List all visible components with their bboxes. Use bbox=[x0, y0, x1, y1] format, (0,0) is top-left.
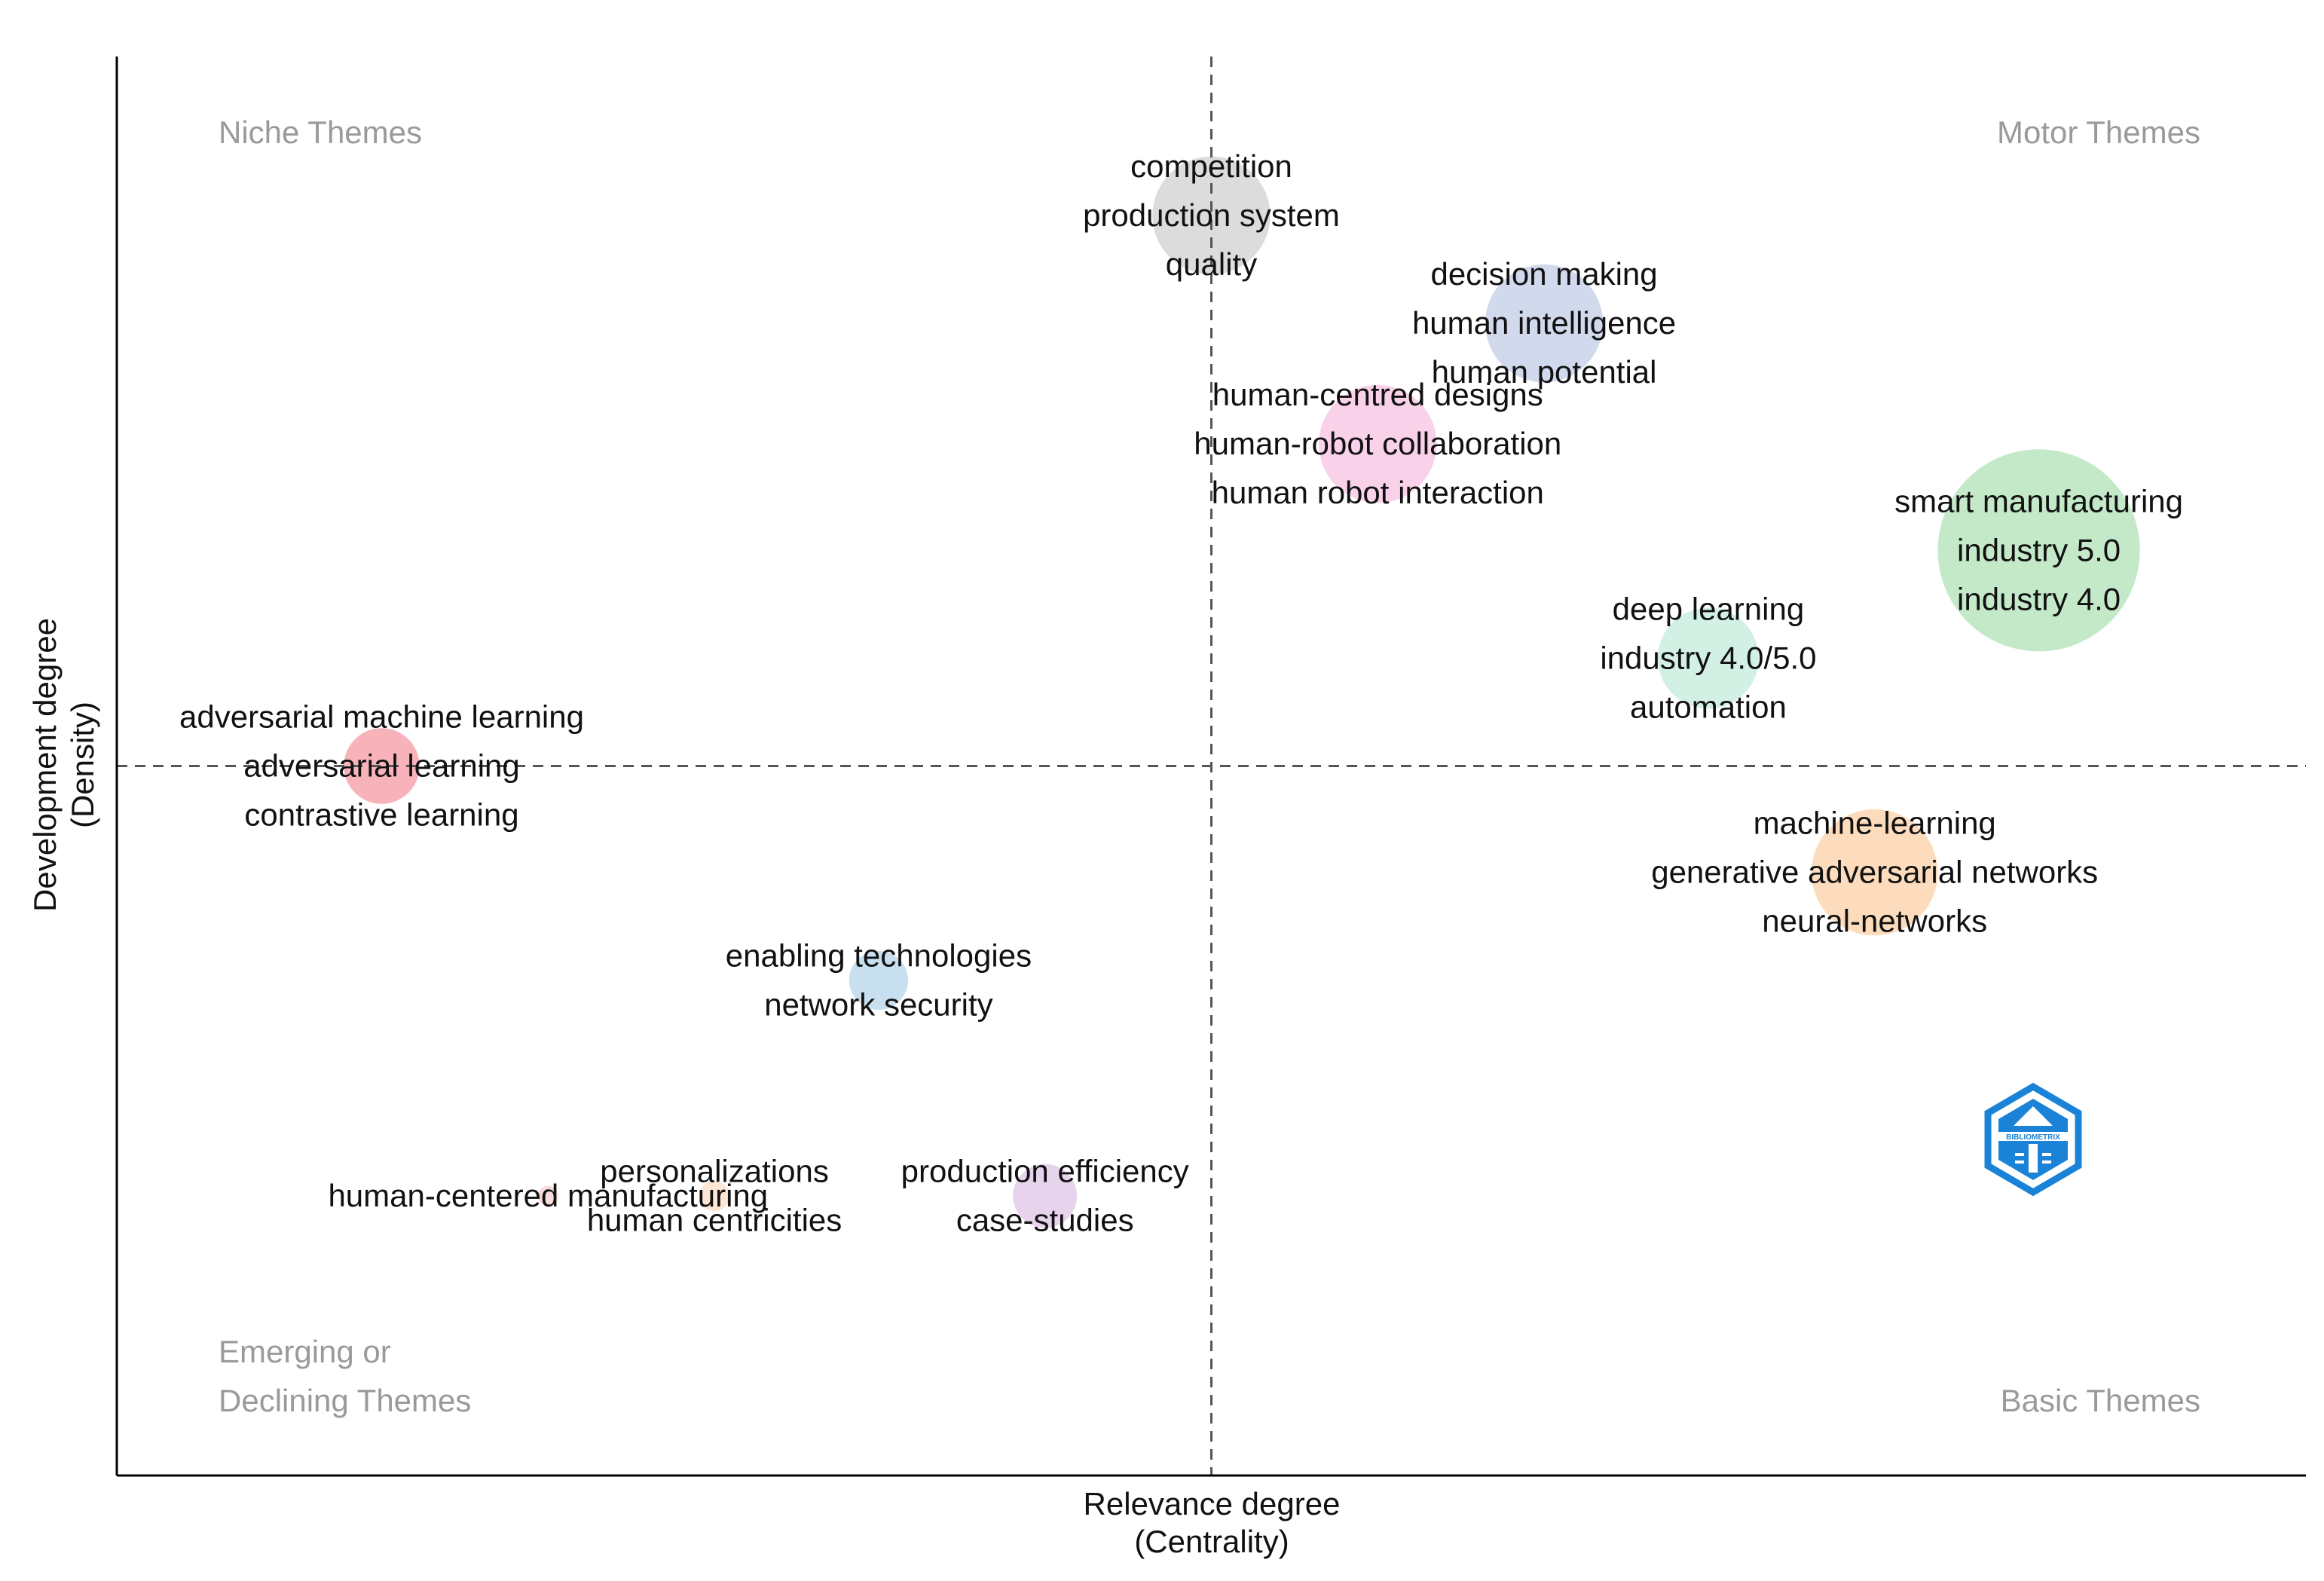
cluster-label: contrastive learning bbox=[244, 797, 518, 833]
cluster-label: production efficiency bbox=[901, 1154, 1189, 1189]
y-axis-subtitle: (Density) bbox=[65, 702, 100, 828]
cluster-label: human-robot collaboration bbox=[1194, 426, 1561, 461]
cluster-label: human intelligence bbox=[1412, 305, 1676, 341]
cluster-bubble bbox=[1152, 156, 1271, 275]
axes bbox=[115, 57, 2306, 1477]
cluster-label: decision making bbox=[1430, 256, 1657, 292]
cluster-label: human potential bbox=[1432, 354, 1657, 390]
cluster-label: competition bbox=[1130, 148, 1292, 184]
cluster-bubble bbox=[1657, 607, 1759, 709]
cluster-label: industry 4.0/5.0 bbox=[1600, 640, 1816, 675]
cluster-label: industry 4.0 bbox=[1957, 581, 2121, 616]
cluster-label: human-centred designs bbox=[1212, 377, 1543, 412]
quadrant-dividers bbox=[117, 57, 2306, 1475]
cluster-bubble bbox=[849, 950, 909, 1010]
cluster-label: smart manufacturing bbox=[1894, 483, 2183, 518]
logo-text: BIBLIOMETRIX bbox=[2006, 1133, 2060, 1142]
cluster-label: personalizations bbox=[600, 1154, 829, 1189]
cluster-label: industry 5.0 bbox=[1957, 532, 2121, 567]
quadrant-label-emerging-line1: Emerging or bbox=[219, 1334, 391, 1369]
quadrant-label-emerging-line2: Declining Themes bbox=[219, 1383, 471, 1418]
cluster-label: adversarial learning bbox=[243, 748, 520, 784]
cluster-bubble bbox=[699, 1180, 730, 1212]
y-axis-title: Development degree bbox=[27, 618, 63, 912]
quadrant-label-niche: Niche Themes bbox=[219, 115, 422, 150]
cluster-bubble bbox=[537, 1185, 558, 1206]
quadrant-label-basic: Basic Themes bbox=[2001, 1383, 2200, 1418]
cluster-bubble bbox=[1319, 384, 1437, 503]
cluster-label: generative adversarial networks bbox=[1651, 855, 2098, 890]
cluster-label: production system bbox=[1083, 197, 1340, 233]
cluster-label: machine-learning bbox=[1754, 806, 1996, 841]
cluster-bubble bbox=[344, 728, 420, 804]
cluster-bubble bbox=[1485, 264, 1604, 383]
cluster-bubble bbox=[1013, 1164, 1078, 1228]
cluster-label: human-centered manufacturing bbox=[328, 1178, 768, 1213]
quadrant-label-motor: Motor Themes bbox=[1997, 115, 2200, 150]
cluster-label: human centricities bbox=[587, 1203, 842, 1238]
bubbles-layer bbox=[344, 156, 2140, 1228]
cluster-label: enabling technologies bbox=[726, 937, 1032, 973]
bibliometrix-logo-icon: BIBLIOMETRIX bbox=[1984, 1082, 2082, 1197]
x-axis-title: Relevance degree bbox=[1084, 1486, 1341, 1521]
x-axis-subtitle: (Centrality) bbox=[1134, 1524, 1289, 1559]
cluster-label: quality bbox=[1166, 246, 1257, 282]
cluster-bubble bbox=[1811, 809, 1938, 936]
cluster-label: neural-networks bbox=[1762, 904, 1987, 939]
cluster-label: case-studies bbox=[956, 1203, 1134, 1238]
cluster-label: human robot interaction bbox=[1212, 475, 1544, 510]
cluster-label: automation bbox=[1630, 689, 1787, 724]
cluster-label: deep learning bbox=[1613, 591, 1805, 626]
cluster-label: adversarial machine learning bbox=[179, 699, 584, 735]
cluster-label: network security bbox=[764, 986, 992, 1022]
bubble-labels: competition production system quality decis… bbox=[179, 148, 2183, 1238]
cluster-bubble bbox=[1937, 449, 2140, 652]
